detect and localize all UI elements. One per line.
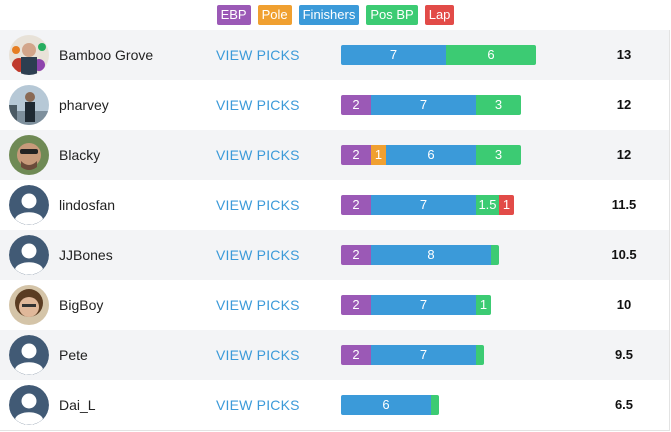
total-points: 9.5 <box>614 347 634 362</box>
bar-segment-finishers: 7 <box>371 195 476 215</box>
bar-segment-posbp: 3 <box>476 145 521 165</box>
bar-segment-posbp <box>431 395 439 415</box>
points-bar: 6 <box>341 395 439 415</box>
bar-segment-finishers: 7 <box>371 95 476 115</box>
bar-segment-finishers: 8 <box>371 245 491 265</box>
bar-segment-posbp <box>491 245 499 265</box>
leaderboard-row: Bamboo Grove VIEW PICKS 7 6 13 <box>0 30 669 80</box>
total-points: 6.5 <box>614 397 634 412</box>
view-picks-link[interactable]: VIEW PICKS <box>216 347 300 363</box>
points-bar: 2 7 1.5 1 <box>341 195 514 215</box>
leaderboard-row: pharvey VIEW PICKS 2 7 3 12 <box>0 80 669 130</box>
view-picks-link[interactable]: VIEW PICKS <box>216 297 300 313</box>
legend-tag-lap: Lap <box>424 5 455 25</box>
photo-person-icon <box>9 85 49 125</box>
bar-segment-posbp: 1 <box>476 295 491 315</box>
legend-tag-ebp: EBP <box>216 5 251 25</box>
bar-segment-ebp: 2 <box>341 145 371 165</box>
username: Blacky <box>59 147 101 163</box>
bar-segment-finishers: 7 <box>371 345 476 365</box>
username: Pete <box>59 347 88 363</box>
total-points: 10.5 <box>611 247 637 262</box>
leaderboard-row: JJBones VIEW PICKS 2 8 10.5 <box>0 230 669 280</box>
legend-tag-posbp: Pos BP <box>366 5 418 25</box>
legend-tag-pole: Pole <box>257 5 292 25</box>
leaderboard-row: lindosfan VIEW PICKS 2 7 1.5 1 11.5 <box>0 180 669 230</box>
bar-segment-finishers: 6 <box>341 395 431 415</box>
view-picks-link[interactable]: VIEW PICKS <box>216 247 300 263</box>
default-user-icon <box>9 235 49 275</box>
bar-segment-pole: 1 <box>371 145 386 165</box>
photo-flowers-icon <box>9 35 49 75</box>
view-picks-link[interactable]: VIEW PICKS <box>216 147 300 163</box>
bar-segment-finishers: 6 <box>386 145 476 165</box>
total-points: 12 <box>616 147 632 162</box>
leaderboard-row: BigBoy VIEW PICKS 2 7 1 10 <box>0 280 669 330</box>
legend: EBP Pole Finishers Pos BP Lap <box>0 4 671 26</box>
bar-segment-ebp: 2 <box>341 245 371 265</box>
total-points: 13 <box>616 47 632 62</box>
legend-tag-finishers: Finishers <box>298 5 360 25</box>
default-user-icon <box>9 335 49 375</box>
leaderboard-row: Blacky VIEW PICKS 2 1 6 3 12 <box>0 130 669 180</box>
bar-segment-finishers: 7 <box>371 295 476 315</box>
bar-segment-finishers: 7 <box>341 45 446 65</box>
bar-segment-ebp: 2 <box>341 95 371 115</box>
total-points: 12 <box>616 97 632 112</box>
leaderboard-row: Dai_L VIEW PICKS 6 6.5 <box>0 380 669 430</box>
bar-segment-posbp: 6 <box>446 45 536 65</box>
default-user-icon <box>9 385 49 425</box>
username: Dai_L <box>59 397 96 413</box>
username: Bamboo Grove <box>59 47 154 63</box>
view-picks-link[interactable]: VIEW PICKS <box>216 397 300 413</box>
username: lindosfan <box>59 197 116 213</box>
bar-segment-posbp <box>476 345 484 365</box>
leaderboard-row: Pete VIEW PICKS 2 7 9.5 <box>0 330 669 380</box>
bar-segment-posbp: 1.5 <box>476 195 499 215</box>
bar-segment-posbp: 3 <box>476 95 521 115</box>
photo-selfie-icon <box>9 135 49 175</box>
bar-segment-lap: 1 <box>499 195 514 215</box>
total-points: 10 <box>616 297 632 312</box>
username: JJBones <box>59 247 113 263</box>
leaderboard-table: Bamboo Grove VIEW PICKS 7 6 13 pharvey VIEW PI… <box>0 30 670 431</box>
view-picks-link[interactable]: VIEW PICKS <box>216 97 300 113</box>
default-user-icon <box>9 185 49 225</box>
view-picks-link[interactable]: VIEW PICKS <box>216 197 300 213</box>
bar-segment-ebp: 2 <box>341 295 371 315</box>
photo-face-icon <box>9 285 49 325</box>
bar-segment-ebp: 2 <box>341 345 371 365</box>
username: pharvey <box>59 97 109 113</box>
view-picks-link[interactable]: VIEW PICKS <box>216 47 300 63</box>
username: BigBoy <box>59 297 104 313</box>
bar-segment-ebp: 2 <box>341 195 371 215</box>
total-points: 11.5 <box>611 197 637 212</box>
